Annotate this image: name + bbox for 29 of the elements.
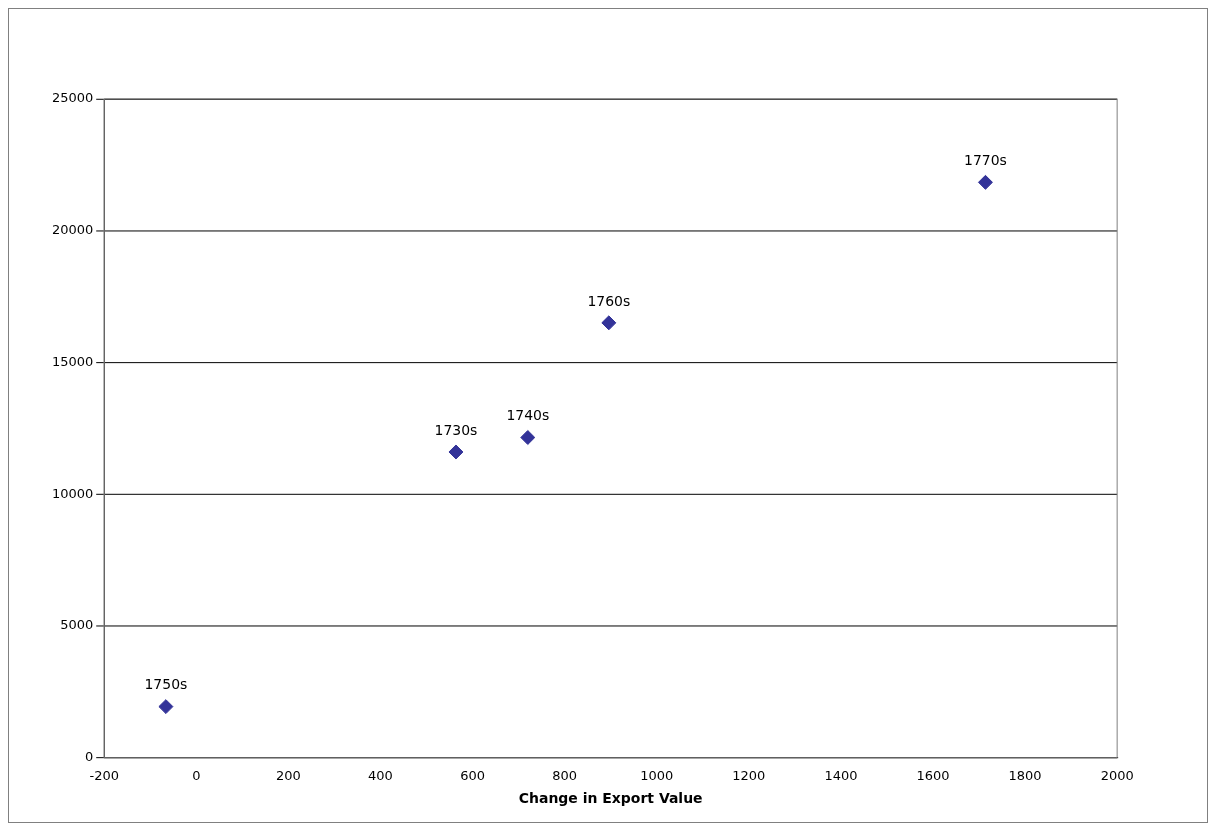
x-tick-label: 800	[552, 767, 578, 783]
annotation: 1740s	[506, 407, 550, 424]
x-tick-label: 1000	[640, 767, 674, 783]
y-tick-label: 5000	[60, 617, 94, 633]
annotation: 1730s	[434, 421, 478, 438]
annotation: 1770s	[964, 152, 1007, 169]
y-tick-label: 10000	[51, 485, 94, 501]
y-tick-label: 25000	[51, 90, 94, 106]
x-tick-label: 1400	[824, 767, 858, 783]
annotation: 1750s	[144, 676, 188, 693]
x-tick-label: -200	[89, 767, 119, 783]
point	[520, 430, 536, 445]
x-tick-label: 200	[275, 767, 301, 783]
x-tick-label: 1800	[1008, 767, 1042, 783]
point	[448, 444, 464, 460]
x-axis-title: Change in Export Value	[518, 790, 703, 807]
point	[158, 699, 174, 715]
x-tick-label: 400	[368, 767, 393, 783]
point	[601, 315, 617, 331]
y-tick-label: 0	[84, 749, 94, 765]
y-tick-label: 15000	[51, 353, 94, 369]
x-tick-label: 600	[460, 767, 485, 783]
y-tick-label: 20000	[51, 221, 94, 237]
annotation: 1760s	[587, 292, 631, 309]
x-tick-label: 2000	[1100, 767, 1134, 783]
x-tick-label: 0	[192, 767, 201, 783]
x-tick-label: 1200	[732, 767, 766, 783]
x-tick-label: 1600	[916, 767, 950, 783]
point	[977, 174, 993, 190]
